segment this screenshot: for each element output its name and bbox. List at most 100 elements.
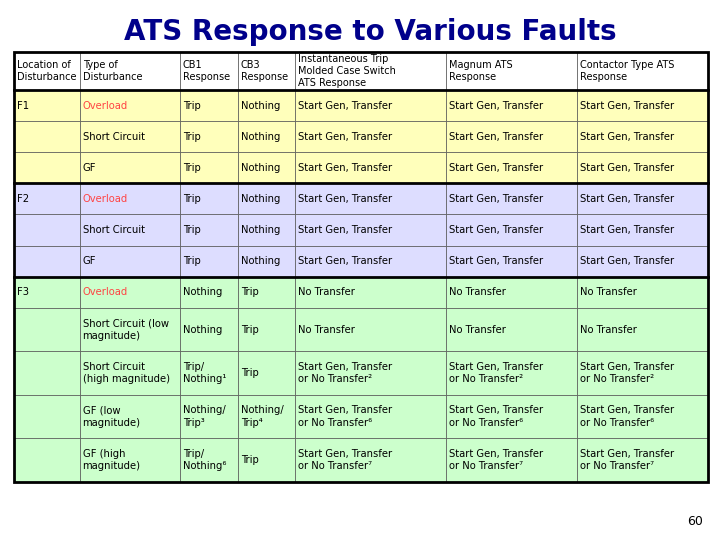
Bar xyxy=(180,152,238,184)
Text: Start Gen, Transfer: Start Gen, Transfer xyxy=(299,194,392,204)
Text: Nothing: Nothing xyxy=(183,287,222,297)
Bar xyxy=(295,152,446,184)
Text: Nothing/
Trip⁴: Nothing/ Trip⁴ xyxy=(240,406,284,428)
Text: Start Gen, Transfer
or No Transfer⁷: Start Gen, Transfer or No Transfer⁷ xyxy=(580,449,674,471)
Bar xyxy=(180,52,238,90)
Text: Start Gen, Transfer: Start Gen, Transfer xyxy=(449,194,543,204)
Bar xyxy=(180,121,238,152)
Bar xyxy=(577,184,708,214)
Text: Trip: Trip xyxy=(240,455,258,465)
Bar xyxy=(14,90,79,121)
Text: GF: GF xyxy=(83,163,96,173)
Bar xyxy=(238,276,295,308)
Bar xyxy=(14,395,79,438)
Bar xyxy=(577,52,708,90)
Bar xyxy=(295,395,446,438)
Text: Nothing: Nothing xyxy=(240,132,280,141)
Text: F2: F2 xyxy=(17,194,29,204)
Bar xyxy=(14,121,79,152)
Text: Short Circuit: Short Circuit xyxy=(83,132,145,141)
Text: Start Gen, Transfer: Start Gen, Transfer xyxy=(299,132,392,141)
Bar xyxy=(79,152,180,184)
Text: Start Gen, Transfer
or No Transfer²: Start Gen, Transfer or No Transfer² xyxy=(449,362,543,384)
Text: Nothing: Nothing xyxy=(240,163,280,173)
Bar xyxy=(14,52,708,482)
Bar xyxy=(446,52,577,90)
Text: F3: F3 xyxy=(17,287,29,297)
Bar xyxy=(295,90,446,121)
Text: Nothing/
Trip³: Nothing/ Trip³ xyxy=(183,406,225,428)
Bar xyxy=(446,308,577,352)
Bar xyxy=(79,246,180,276)
Bar xyxy=(79,395,180,438)
Bar xyxy=(79,121,180,152)
Text: Trip: Trip xyxy=(183,163,201,173)
Text: Trip: Trip xyxy=(183,256,201,266)
Text: Nothing: Nothing xyxy=(240,194,280,204)
Bar xyxy=(14,214,79,246)
Text: Start Gen, Transfer: Start Gen, Transfer xyxy=(299,225,392,235)
Bar xyxy=(238,184,295,214)
Bar xyxy=(180,184,238,214)
Bar xyxy=(295,246,446,276)
Text: Nothing: Nothing xyxy=(183,325,222,335)
Bar xyxy=(180,438,238,482)
Text: Instantaneous Trip
Molded Case Switch
ATS Response: Instantaneous Trip Molded Case Switch AT… xyxy=(299,53,396,89)
Bar xyxy=(238,214,295,246)
Bar xyxy=(295,352,446,395)
Bar xyxy=(295,276,446,308)
Text: CB3
Response: CB3 Response xyxy=(240,60,288,82)
Text: Start Gen, Transfer: Start Gen, Transfer xyxy=(580,100,674,111)
Bar xyxy=(446,121,577,152)
Bar xyxy=(14,276,79,308)
Text: Start Gen, Transfer: Start Gen, Transfer xyxy=(580,163,674,173)
Bar xyxy=(14,152,79,184)
Bar xyxy=(295,52,446,90)
Bar xyxy=(79,214,180,246)
Text: Trip: Trip xyxy=(183,100,201,111)
Bar xyxy=(79,352,180,395)
Text: Start Gen, Transfer: Start Gen, Transfer xyxy=(299,256,392,266)
Text: Start Gen, Transfer: Start Gen, Transfer xyxy=(449,256,543,266)
Bar xyxy=(238,246,295,276)
Bar xyxy=(14,246,79,276)
Text: Start Gen, Transfer
or No Transfer⁶: Start Gen, Transfer or No Transfer⁶ xyxy=(299,406,392,428)
Bar xyxy=(446,395,577,438)
Text: Location of
Disturbance: Location of Disturbance xyxy=(17,60,76,82)
Text: Start Gen, Transfer: Start Gen, Transfer xyxy=(580,132,674,141)
Text: Start Gen, Transfer: Start Gen, Transfer xyxy=(449,100,543,111)
Text: Short Circuit: Short Circuit xyxy=(83,225,145,235)
Text: Overload: Overload xyxy=(83,194,127,204)
Text: Start Gen, Transfer
or No Transfer²: Start Gen, Transfer or No Transfer² xyxy=(580,362,674,384)
Bar xyxy=(446,184,577,214)
Text: Magnum ATS
Response: Magnum ATS Response xyxy=(449,60,513,82)
Text: No Transfer: No Transfer xyxy=(299,325,356,335)
Text: Start Gen, Transfer
or No Transfer⁶: Start Gen, Transfer or No Transfer⁶ xyxy=(580,406,674,428)
Text: Start Gen, Transfer
or No Transfer⁷: Start Gen, Transfer or No Transfer⁷ xyxy=(299,449,392,471)
Text: No Transfer: No Transfer xyxy=(580,325,636,335)
Bar xyxy=(79,308,180,352)
Text: CB1
Response: CB1 Response xyxy=(183,60,230,82)
Text: Start Gen, Transfer
or No Transfer²: Start Gen, Transfer or No Transfer² xyxy=(299,362,392,384)
Text: ATS Response to Various Faults: ATS Response to Various Faults xyxy=(124,18,616,46)
Text: Trip: Trip xyxy=(183,225,201,235)
Text: Trip: Trip xyxy=(240,368,258,378)
Bar xyxy=(238,438,295,482)
Bar xyxy=(238,90,295,121)
Bar xyxy=(446,214,577,246)
Text: Trip: Trip xyxy=(183,132,201,141)
Bar xyxy=(180,276,238,308)
Bar xyxy=(446,90,577,121)
Bar xyxy=(446,438,577,482)
Text: Start Gen, Transfer: Start Gen, Transfer xyxy=(449,132,543,141)
Text: Type of
Disturbance: Type of Disturbance xyxy=(83,60,142,82)
Bar xyxy=(295,184,446,214)
Bar xyxy=(238,395,295,438)
Text: Trip/
Nothing¹: Trip/ Nothing¹ xyxy=(183,362,226,384)
Bar xyxy=(14,184,79,214)
Text: GF (high
magnitude): GF (high magnitude) xyxy=(83,449,140,471)
Bar xyxy=(446,352,577,395)
Bar xyxy=(577,352,708,395)
Text: Overload: Overload xyxy=(83,287,127,297)
Bar xyxy=(238,152,295,184)
